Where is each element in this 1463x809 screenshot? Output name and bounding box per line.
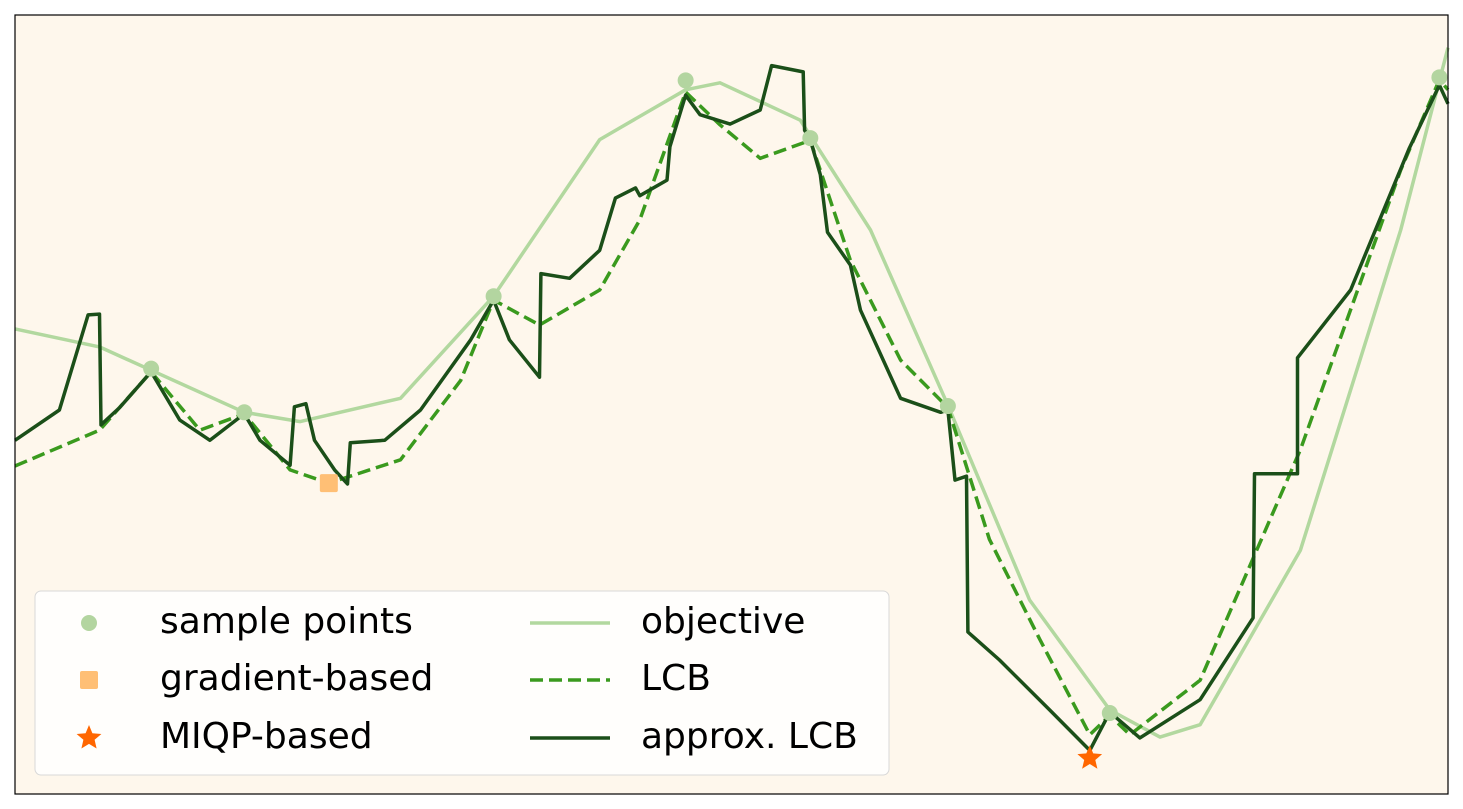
marks	[14, 47, 1450, 769]
legend-label: LCB	[641, 658, 711, 699]
point	[802, 130, 819, 147]
point	[677, 72, 694, 89]
legend-label: approx. LCB	[641, 716, 858, 757]
line-3	[14, 47, 1450, 739]
point	[485, 288, 502, 305]
legend-label: sample points	[160, 601, 413, 642]
legend-label: gradient-based	[160, 658, 433, 699]
plot-frame	[14, 14, 1449, 795]
line-5	[14, 63, 1450, 753]
point	[939, 398, 956, 415]
point	[1101, 704, 1118, 721]
point	[1431, 69, 1448, 86]
legend-marker	[76, 725, 102, 749]
point	[1077, 745, 1103, 769]
legend-box	[34, 590, 890, 776]
legend-label: objective	[641, 601, 805, 642]
legend: sample points gradient-based MIQP-based obj…	[34, 590, 890, 776]
legend-marker	[80, 671, 98, 689]
point	[236, 404, 253, 421]
legend-label: MIQP-based	[160, 716, 373, 757]
point	[143, 360, 160, 377]
point	[319, 474, 338, 493]
legend-marker	[81, 615, 97, 631]
